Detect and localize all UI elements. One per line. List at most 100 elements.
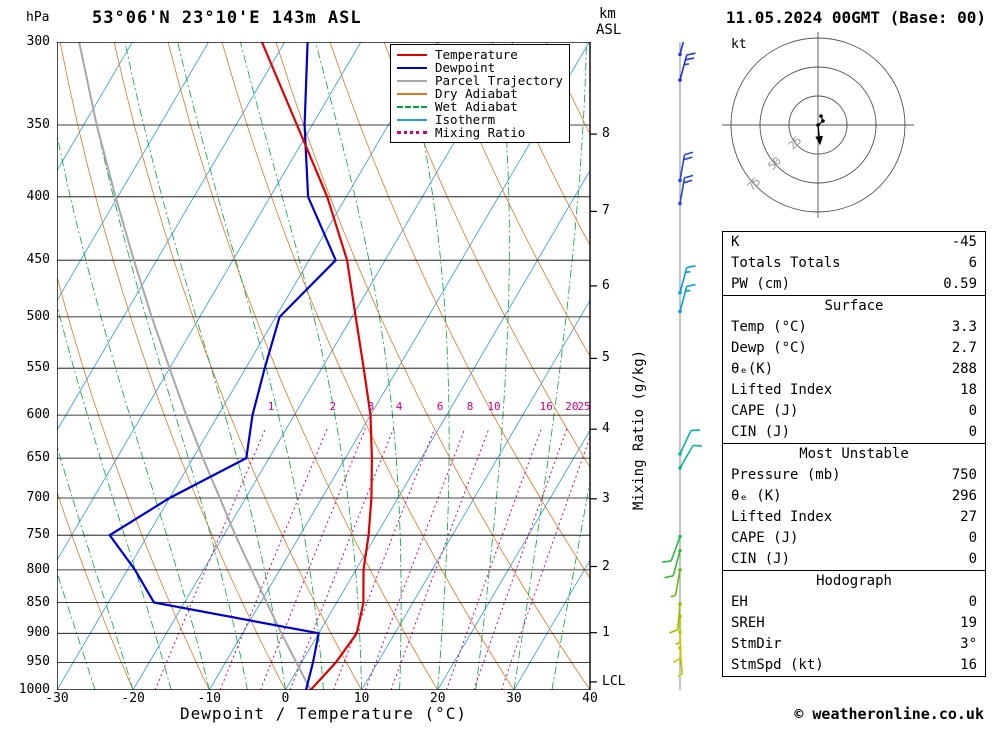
row-value: 0 [968,424,977,440]
row-label: K [731,234,740,250]
km-tick-label: 8 [602,126,610,142]
row-value: -45 [951,234,977,250]
hodograph: 25 50 75 [716,30,916,220]
temperature-tick-label: -20 [121,691,145,706]
legend-line-sample [397,53,427,56]
row-label: Dewp (°C) [731,340,807,356]
row-label: SREH [731,615,765,631]
km-tick-label: 7 [602,203,610,219]
legend-item: Isotherm [397,113,563,126]
table-section-header: Surface [824,298,884,314]
mixing-ratio-value-label: 16 [540,400,553,413]
pressure-axis: 300 350 400 450 500 550 600 650 700 750 800 850 900 9… [0,34,52,697]
pressure-axis-unit: hPa [26,10,50,25]
km-tick-label: 1 [602,624,610,640]
legend-item-label: Isotherm [435,112,496,127]
row-label: StmSpd (kt) [731,657,824,673]
legend-item: Dry Adiabat [397,87,563,100]
row-value: 0 [968,551,977,567]
row-value: 750 [951,467,977,483]
pressure-tick-label: 600 [26,407,50,423]
row-value: 18 [960,382,977,398]
legend: Temperature Dewpoint Parcel Trajectory Dry … [390,44,570,143]
table-row: StmSpd (kt) 16 [723,655,985,676]
indices-table: K -45 Totals Totals 6 PW (cm) 0.59 Surface Temp… [722,231,986,677]
table-section-header: Hodograph [816,573,892,589]
row-label: Totals Totals [731,255,841,271]
legend-item: Wet Adiabat [397,100,563,113]
row-label: Lifted Index [731,509,833,525]
km-tick-label: 3 [602,490,610,506]
mixing-ratio-value-label: 4 [396,400,403,413]
km-axis: 8 7 6 5 4 3 2 1 LCL [598,42,644,690]
row-value: 0 [968,594,977,610]
station-title: 53°06'N 23°10'E 143m ASL [92,8,362,28]
km-tick-label: 5 [602,350,610,366]
row-label: Pressure (mb) [731,467,841,483]
legend-item: Dewpoint [397,61,563,74]
temperature-tick-label: -30 [45,691,69,706]
row-label: Lifted Index [731,382,833,398]
row-value: 3.3 [951,319,977,335]
mixing-ratio-value-label: 25 [577,400,590,413]
skewt-chart: 1 2 3 4 6 8 10 16 20 25 [56,41,602,691]
legend-line-sample [397,105,427,108]
table-row: Pressure (mb) 750 [723,465,985,486]
legend-item: Mixing Ratio [397,126,563,139]
km-tick-label: 6 [602,277,610,293]
km-axis-unit: km [599,6,616,22]
legend-item-label: Wet Adiabat [435,99,518,114]
row-value: 288 [951,361,977,377]
mixing-ratio-value-label: 10 [487,400,500,413]
legend-item-label: Temperature [435,47,518,62]
table-row: EH 0 [723,592,985,613]
table-section-header: Most Unstable [799,446,909,462]
wind-barbs-svg [662,26,702,690]
table-row: Dewp (°C) 2.7 [723,338,985,359]
row-label: CIN (J) [731,551,791,567]
table-row: PW (cm) 0.59 [723,274,985,295]
row-value: 2.7 [951,340,977,356]
legend-item-label: Parcel Trajectory [435,73,563,88]
table-row: θₑ(K) 288 [723,359,985,380]
pressure-tick-label: 900 [26,625,50,641]
table-row: SREH 19 [723,613,985,634]
pressure-tick-label: 650 [26,450,50,466]
mixing-ratio-value-label: 6 [437,400,444,413]
hodograph-unit-label: kt [731,37,747,52]
temperature-tick-label: 0 [281,691,290,706]
row-value: 3° [960,636,977,652]
km-tick-label: 4 [602,421,610,437]
table-row: CAPE (J) 0 [723,401,985,422]
pressure-tick-label: 750 [26,527,50,543]
legend-item: Temperature [397,48,563,61]
mixing-ratio-value-label: 8 [467,400,474,413]
copyright[interactable]: © weatheronline.co.uk [794,705,984,723]
row-value: 0 [968,403,977,419]
row-value: 0.59 [943,276,977,292]
pressure-tick-label: 500 [26,308,50,324]
row-value: 27 [960,509,977,525]
row-label: θₑ(K) [731,361,774,377]
table-row: K -45 [723,232,985,253]
legend-line-sample [397,131,427,134]
row-label: CAPE (J) [731,403,799,419]
x-axis-title: Dewpoint / Temperature (°C) [179,704,468,723]
table-row: Temp (°C) 3.3 [723,317,985,338]
table-row: CIN (J) 0 [723,549,985,570]
mixing-ratio-value-label: 1 [268,400,275,413]
legend-item-label: Dry Adiabat [435,86,518,101]
row-value: 296 [951,488,977,504]
km-tick-label: 2 [602,558,610,574]
row-value: 6 [968,255,977,271]
temperature-tick-label: -10 [197,691,222,706]
table-row: Totals Totals 6 [723,253,985,274]
row-label: PW (cm) [731,276,791,292]
row-label: CIN (J) [731,424,791,440]
legend-item-label: Dewpoint [435,60,496,75]
table-row: CAPE (J) 0 [723,528,985,549]
table-row: CIN (J) 0 [723,422,985,443]
table-row: θₑ (K) 296 [723,486,985,507]
